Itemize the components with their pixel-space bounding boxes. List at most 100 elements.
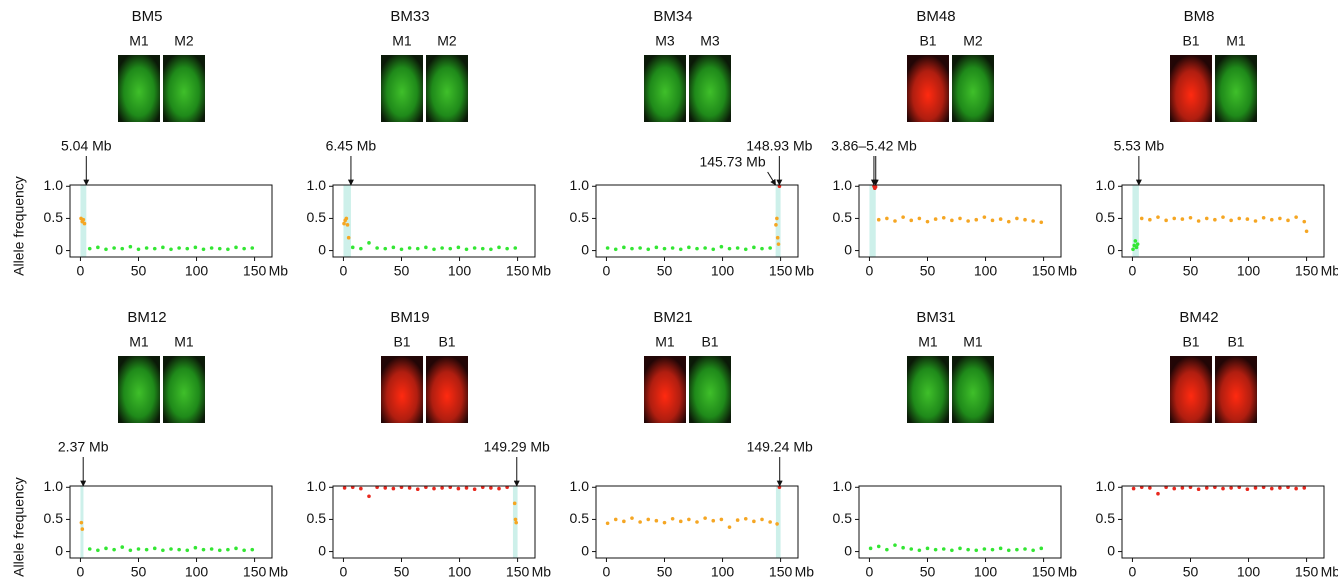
data-point [663,521,667,525]
data-point [351,246,355,250]
data-point [646,518,650,522]
data-point [408,246,412,250]
data-point [774,223,778,227]
y-tick-label: 0.5 [570,510,590,526]
data-point [901,215,905,219]
data-point [622,520,626,524]
data-point [218,548,222,552]
data-point [359,487,363,491]
x-tick-label: 50 [657,263,673,279]
data-point [1197,219,1201,223]
data-point [1189,216,1193,220]
data-point [82,218,86,222]
data-point [367,494,371,498]
data-point [1302,220,1306,224]
data-point [457,246,461,250]
highlight-region [869,185,875,257]
data-point [347,236,351,240]
data-point [614,518,618,522]
x-tick-label: 100 [974,263,998,279]
data-point [96,246,100,250]
chromosome-image [689,356,731,423]
image-label: M1 [655,334,675,350]
x-tick-label: 100 [711,263,735,279]
x-tick-label: 50 [657,564,673,580]
data-point [711,519,715,523]
x-tick-label: 100 [448,263,472,279]
data-point [226,548,230,552]
data-point [1039,547,1043,551]
plot-frame [333,486,535,558]
data-point [663,247,667,251]
chromosome-image [426,55,468,122]
data-point [1254,219,1258,223]
data-point [1164,219,1168,223]
annotation-label: 5.53 Mb [1114,138,1165,154]
x-tick-label: 150 [1295,263,1319,279]
y-tick-label: 0 [1107,241,1115,257]
data-point [1229,486,1233,490]
y-tick-label: 0 [844,241,852,257]
image-label: M2 [174,33,194,49]
data-point [440,486,444,490]
annotation-label: 149.29 Mb [484,439,550,455]
data-point [1172,217,1176,221]
x-tick-label: 100 [448,564,472,580]
data-point [768,520,772,524]
panel-title: BM5 [132,8,163,25]
data-point [1205,486,1209,490]
image-label: M3 [655,33,675,49]
x-axis-label: Mb [269,263,289,279]
data-point [80,521,84,525]
annotation-label: 5.04 Mb [61,138,112,154]
data-point [1031,219,1035,223]
data-point [950,219,954,223]
data-point [630,516,634,520]
y-tick-label: 0 [1107,542,1115,558]
x-tick-label: 50 [131,564,147,580]
chromosome-image [381,55,423,122]
x-tick-label: 0 [866,564,874,580]
data-point [81,527,85,531]
data-point [926,220,930,224]
data-point [432,247,436,251]
x-tick-label: 150 [506,564,530,580]
y-tick-label: 0.5 [570,209,590,225]
x-tick-label: 0 [1129,564,1137,580]
data-point [497,487,501,491]
image-label: M1 [1226,33,1246,49]
image-label: B1 [393,334,410,350]
data-point [606,246,610,250]
data-point [1278,486,1282,490]
image-label: M2 [437,33,457,49]
data-point [481,247,485,251]
panel-title: BM21 [653,309,692,326]
y-tick-label: 0.5 [833,209,853,225]
data-point [345,217,349,221]
plot-frame [596,185,798,257]
panel-title: BM8 [1184,8,1215,25]
data-point [720,245,724,249]
plot-frame [70,185,272,257]
data-point [974,218,978,222]
data-point [703,246,707,250]
plot-frame [1122,185,1324,257]
data-point [991,548,995,552]
data-point [1205,217,1209,221]
data-point [630,247,634,251]
data-point [424,246,428,250]
data-point [934,217,938,221]
data-point [752,246,756,250]
data-point [83,222,87,226]
x-tick-label: 0 [77,564,85,580]
x-tick-label: 0 [866,263,874,279]
data-point [877,545,881,549]
x-axis-label: Mb [1058,564,1078,580]
data-point [416,247,420,251]
data-point [1156,215,1160,219]
annotation-label: 3.86–5.42 Mb [831,138,917,154]
x-tick-label: 100 [1237,564,1261,580]
data-point [169,547,173,551]
data-point [465,247,469,251]
data-point [983,547,987,551]
